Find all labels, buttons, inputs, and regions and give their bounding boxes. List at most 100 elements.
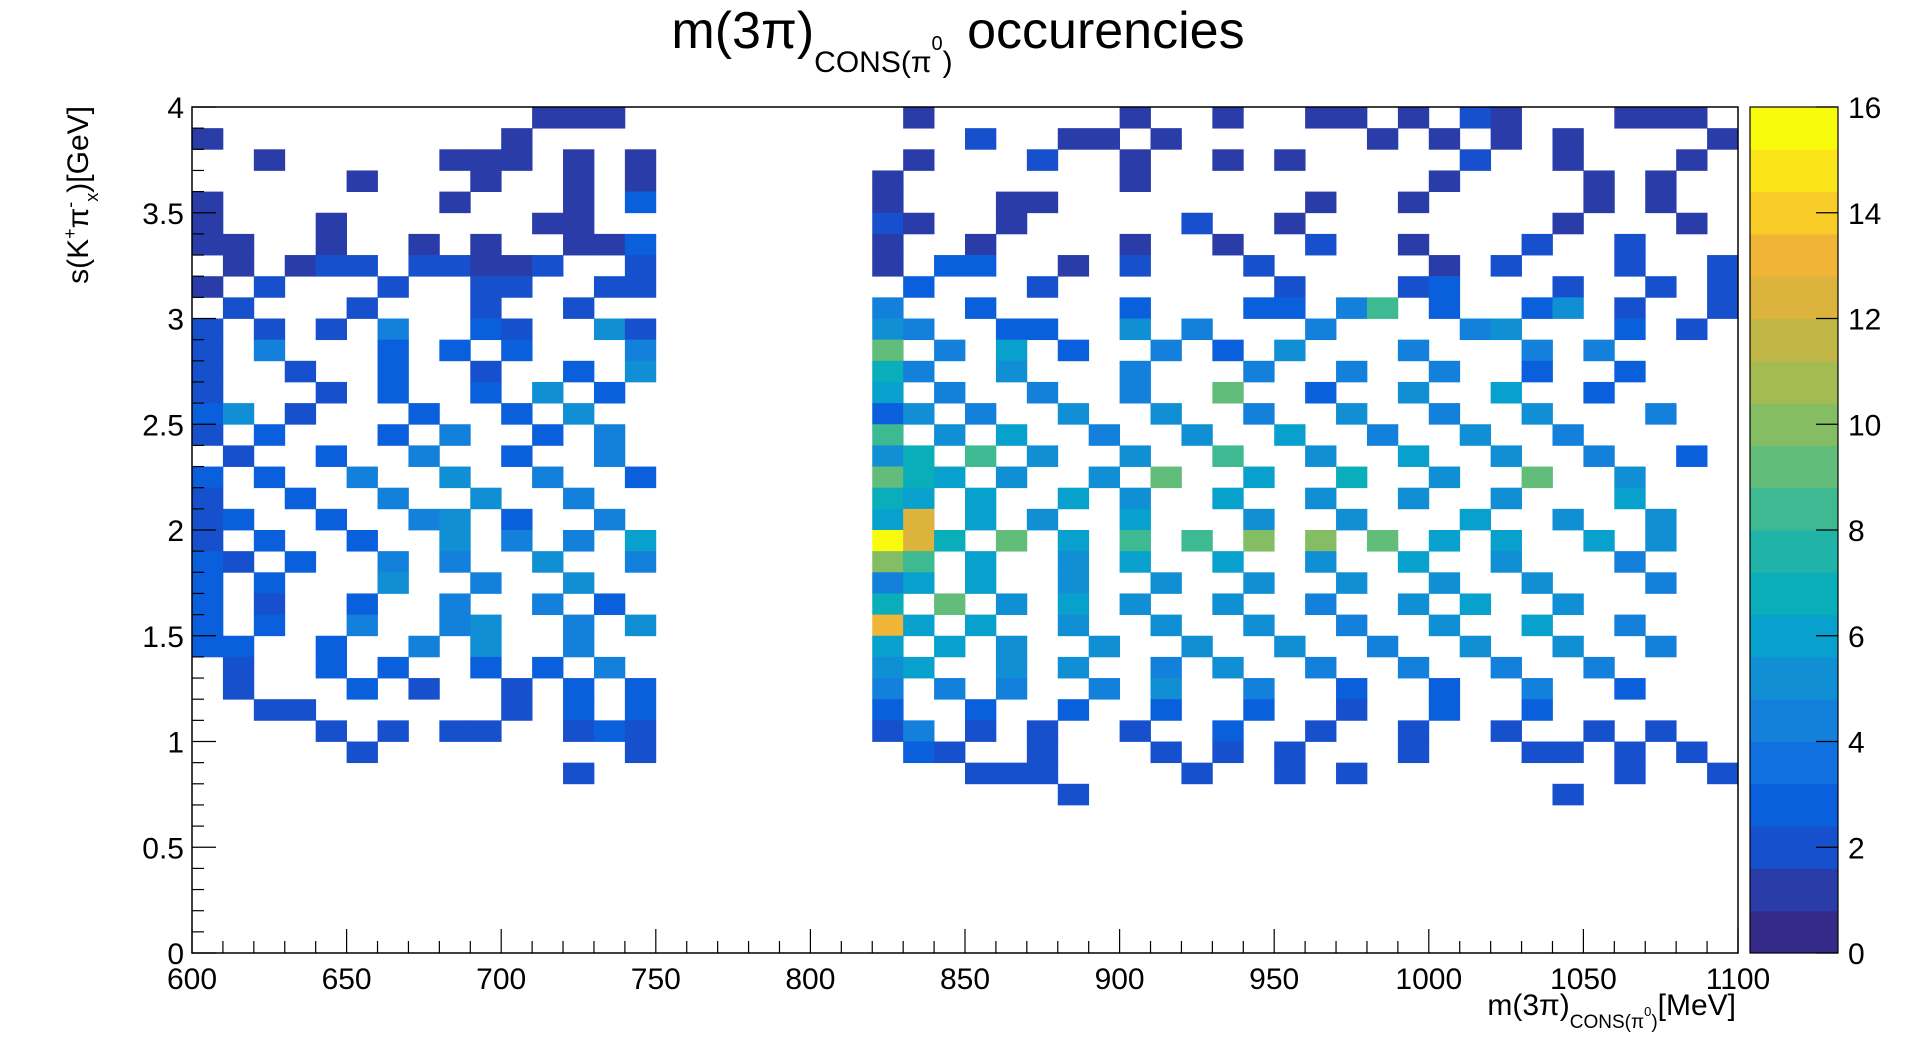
heatmap-cell	[439, 508, 471, 531]
heatmap-cell	[872, 508, 904, 531]
heatmap-cell	[872, 614, 904, 637]
heatmap-cell	[624, 360, 657, 383]
heatmap-cell	[1459, 107, 1492, 129]
heatmap-cell	[192, 530, 224, 552]
palette-band	[1750, 783, 1838, 827]
heatmap-cell	[1490, 128, 1522, 150]
heatmap-cell	[934, 466, 966, 489]
heatmap-cell	[470, 170, 502, 192]
heatmap-cell	[377, 551, 409, 573]
heatmap-cell	[1552, 635, 1584, 658]
heatmap-cell	[408, 255, 440, 277]
heatmap-cell	[624, 530, 657, 552]
heatmap-cell	[1428, 170, 1461, 192]
heatmap-cell	[1119, 360, 1151, 383]
heatmap-cell	[593, 445, 626, 467]
heatmap-cell	[346, 741, 378, 764]
heatmap-cell	[1274, 741, 1306, 764]
x-tick-label: 950	[1249, 963, 1299, 996]
xlabel-main: m(3π)	[1487, 989, 1569, 1022]
heatmap-cell	[315, 656, 347, 679]
heatmap-cell	[377, 572, 409, 594]
heatmap-cell	[903, 318, 935, 341]
heatmap-cell	[1026, 720, 1059, 742]
heatmap-cell	[346, 678, 378, 700]
heatmap-cell	[1212, 720, 1244, 742]
heatmap-cell	[593, 381, 626, 404]
heatmap-cell	[1057, 128, 1090, 150]
heatmap-cell	[1428, 297, 1461, 319]
heatmap-cell	[501, 255, 533, 277]
heatmap-cell	[377, 339, 409, 362]
heatmap-cell	[1336, 297, 1368, 319]
x-tick-label: 1100	[1706, 963, 1771, 996]
palette-band	[1750, 149, 1838, 193]
heatmap-cell	[1336, 360, 1368, 383]
heatmap-cell	[1119, 445, 1151, 467]
heatmap-cell	[1490, 656, 1522, 679]
z-tick-label: 8	[1848, 515, 1865, 548]
heatmap-cell	[1490, 107, 1522, 129]
heatmap-cell	[1490, 318, 1522, 341]
heatmap-cell	[501, 339, 533, 362]
heatmap-cell	[1645, 720, 1677, 742]
heatmap-cell	[1645, 276, 1677, 298]
heatmap-cell	[1552, 593, 1584, 615]
title-tail: occurencies	[953, 2, 1245, 60]
heatmap-cell	[1428, 403, 1461, 425]
heatmap-cell	[1397, 593, 1430, 615]
heatmap-cell	[1521, 466, 1553, 489]
y-axis: 0 0.5 1 1.5 2 2.5 3 3.5 4	[142, 92, 216, 971]
heatmap-cell	[222, 297, 255, 319]
x-tick-label: 750	[631, 963, 681, 996]
heatmap-cell	[1552, 297, 1584, 319]
heatmap-cell	[995, 762, 1028, 785]
heatmap-cell	[408, 233, 440, 256]
heatmap-cell	[1459, 593, 1492, 615]
heatmap-cell	[872, 381, 904, 404]
heatmap-cell	[1397, 741, 1430, 764]
heatmap-cell	[284, 699, 317, 721]
heatmap-cell	[222, 551, 255, 573]
heatmap-cell	[1274, 339, 1306, 362]
heatmap-cell	[1212, 741, 1244, 764]
heatmap-cell	[470, 233, 502, 256]
heatmap-cell	[1243, 255, 1275, 277]
heatmap-cell	[624, 614, 657, 637]
heatmap-cell	[593, 593, 626, 615]
heatmap-cell	[192, 551, 224, 573]
heatmap-cell	[1614, 614, 1646, 637]
palette-band	[1750, 699, 1838, 742]
heatmap-cell	[593, 107, 626, 129]
heatmap-cell	[1057, 783, 1090, 806]
ylabel-sup2: -	[60, 202, 80, 208]
y-tick-label: 0	[167, 938, 184, 971]
heatmap-cell	[192, 276, 224, 298]
heatmap-cell	[408, 508, 440, 531]
y-tick-label: 1.5	[142, 621, 184, 654]
heatmap-cell	[470, 318, 502, 341]
heatmap-cell	[222, 635, 255, 658]
z-tick-label: 16	[1848, 92, 1881, 125]
heatmap-cell	[192, 424, 224, 446]
heatmap-cell	[593, 720, 626, 742]
color-axis: 0 2 4 6 8 10 12 14 16	[1816, 92, 1881, 971]
heatmap-cell	[1274, 212, 1306, 235]
heatmap-cell	[1243, 403, 1275, 425]
heatmap-cell	[872, 572, 904, 594]
heatmap-cell	[1366, 635, 1399, 658]
heatmap-cell	[1026, 508, 1059, 531]
heatmap-cell	[872, 466, 904, 489]
z-tick-label: 0	[1848, 938, 1865, 971]
heatmap-cell	[1707, 128, 1739, 150]
heatmap-cell	[284, 487, 317, 510]
heatmap-cell	[1614, 318, 1646, 341]
heatmap-cell	[903, 466, 935, 489]
x-tick-label: 850	[940, 963, 990, 996]
heatmap-cell	[192, 403, 224, 425]
heatmap-cell	[284, 360, 317, 383]
heatmap-cell	[1645, 530, 1677, 552]
heatmap-cell	[192, 191, 224, 214]
heatmap-cell	[501, 318, 533, 341]
heatmap-cell	[1057, 656, 1090, 679]
